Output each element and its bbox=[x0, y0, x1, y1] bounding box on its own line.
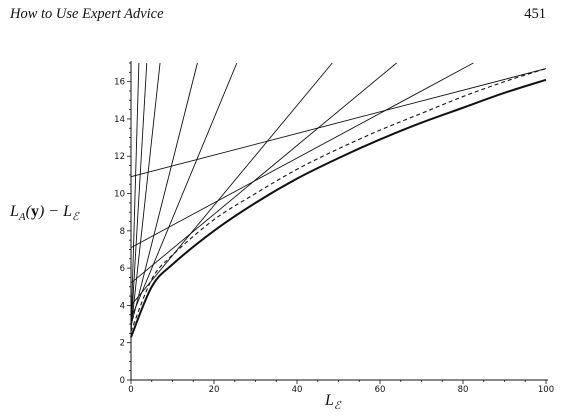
x-axis-label: Lℰ bbox=[325, 392, 341, 413]
y-tick-label: 8 bbox=[120, 227, 125, 237]
x-tick-label: 40 bbox=[292, 385, 303, 395]
series-line-2 bbox=[130, 68, 547, 332]
y-tick-label: 14 bbox=[114, 115, 125, 125]
series-line-4 bbox=[130, 62, 474, 249]
plot-series bbox=[130, 62, 547, 338]
y-tick-label: 16 bbox=[114, 78, 125, 88]
running-head: How to Use Expert Advice bbox=[10, 6, 164, 22]
series-line-10 bbox=[130, 62, 148, 332]
x-tick-label: 100 bbox=[538, 385, 554, 395]
x-tick-label: 0 bbox=[128, 385, 133, 395]
series-line-8 bbox=[130, 62, 198, 327]
series-line-1 bbox=[130, 78, 547, 338]
y-tick-label: 2 bbox=[120, 339, 125, 349]
page-number: 451 bbox=[524, 6, 546, 22]
x-tick-label: 80 bbox=[458, 385, 469, 395]
y-tick-label: 12 bbox=[114, 152, 125, 162]
y-axis-label: LA(y) − Lℰ bbox=[10, 203, 79, 224]
y-tick-label: 6 bbox=[120, 264, 125, 274]
y-tick-label: 4 bbox=[120, 301, 125, 311]
series-line-11 bbox=[130, 62, 140, 334]
x-tick-label: 60 bbox=[375, 385, 386, 395]
series-line-9 bbox=[130, 62, 161, 330]
series-line-7 bbox=[130, 62, 238, 319]
x-tick-label: 20 bbox=[209, 385, 220, 395]
plot-axes: 0 2 4 6 8 10 12 14 16 0 20 40 60 80 100 bbox=[114, 61, 554, 395]
y-tick-label: 0 bbox=[120, 376, 125, 386]
series-line-5 bbox=[130, 62, 397, 284]
series-line-6 bbox=[130, 62, 333, 306]
y-tick-label: 10 bbox=[114, 190, 125, 200]
series-line-3 bbox=[130, 68, 547, 178]
